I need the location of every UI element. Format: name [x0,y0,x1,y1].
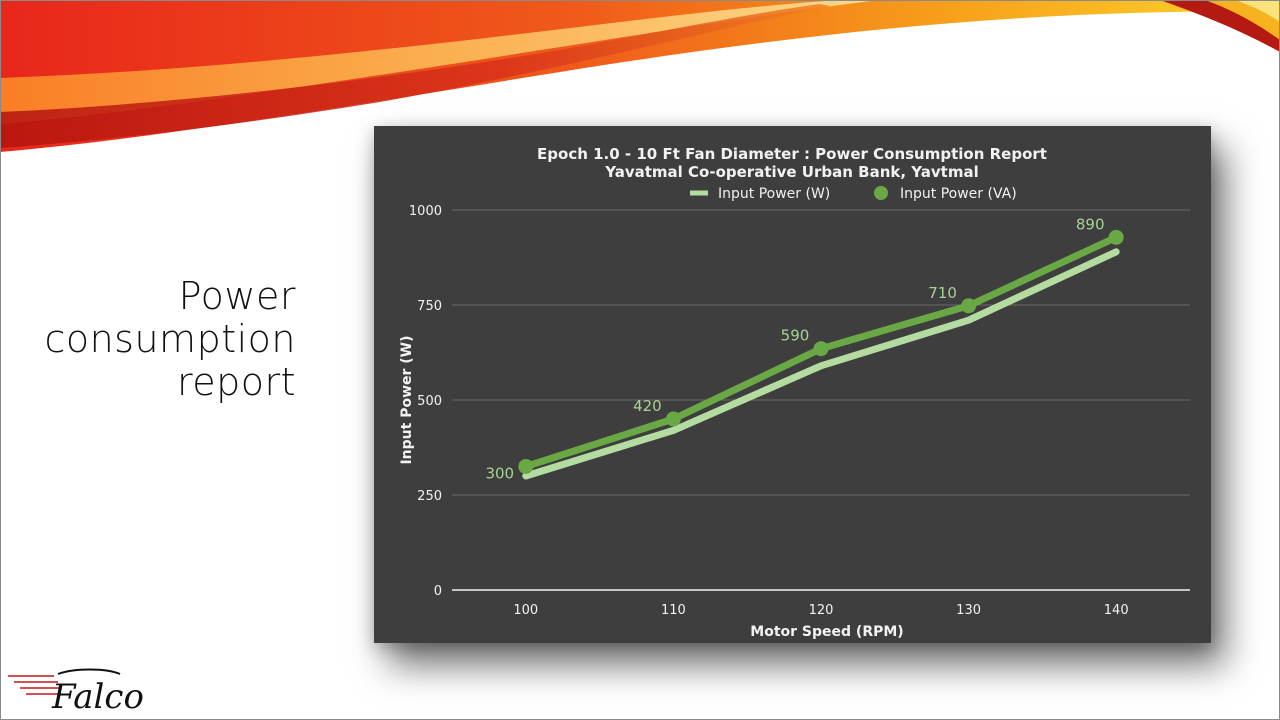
legend-label-va: Input Power (VA) [900,186,1017,202]
x-tick-label: 120 [809,603,834,618]
chart-title: Epoch 1.0 - 10 Ft Fan Diameter : Power C… [537,145,1047,163]
x-axis-label: Motor Speed (RPM) [750,624,903,640]
data-point-va [961,298,977,314]
power-consumption-chart: Epoch 1.0 - 10 Ft Fan Diameter : Power C… [399,145,1190,640]
y-tick-label: 500 [417,394,442,409]
slide-title-line-3: report [176,359,296,404]
x-tick-label: 130 [956,603,981,618]
data-point-va [1108,229,1124,245]
logo-text: Falco [51,677,144,717]
data-point-va [813,341,829,357]
y-tick-label: 0 [434,584,442,599]
slide-title: Power consumption report [20,275,296,404]
legend-label-w: Input Power (W) [718,186,830,202]
legend-swatch-va [874,186,888,200]
data-label-w: 710 [928,284,957,302]
data-point-va [665,411,681,427]
chart-subtitle: Yavatmal Co-operative Urban Bank, Yavtma… [604,163,978,181]
data-label-w: 300 [485,465,514,483]
x-tick-label: 110 [661,603,686,618]
data-point-va [518,459,534,474]
x-tick-label: 100 [513,603,538,618]
decorative-swoosh [0,0,1280,152]
chart-panel: Epoch 1.0 - 10 Ft Fan Diameter : Power C… [374,126,1211,643]
data-label-w: 590 [781,327,810,345]
y-axis-label: Input Power (W) [399,335,415,464]
y-tick-label: 750 [417,299,442,314]
y-tick-label: 1000 [409,204,442,219]
series-line-input-power-w [522,248,1120,480]
y-tick-label: 250 [417,489,442,504]
slide-title-line-2: consumption [44,316,296,361]
data-label-w: 420 [633,397,662,415]
slide-title-line-1: Power [178,274,296,318]
legend: Input Power (W) Input Power (VA) [690,186,1017,202]
falco-logo: Falco [8,668,144,717]
x-tick-label: 140 [1104,603,1129,618]
data-label-w: 890 [1076,215,1105,233]
